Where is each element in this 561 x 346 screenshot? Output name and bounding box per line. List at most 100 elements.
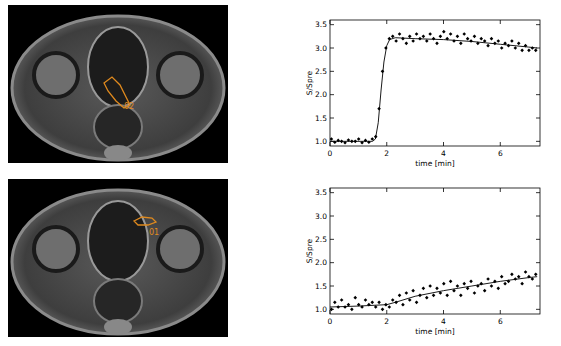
image-background xyxy=(8,5,228,163)
data-point xyxy=(394,39,398,43)
plot-frame xyxy=(330,20,540,146)
data-point xyxy=(459,294,463,298)
x-tick xyxy=(500,188,501,192)
data-point xyxy=(473,291,477,295)
data-point xyxy=(496,287,500,291)
data-point xyxy=(517,275,521,279)
data-point xyxy=(473,35,477,39)
x-tick xyxy=(386,188,387,192)
femoral-head xyxy=(34,53,78,97)
data-point xyxy=(520,282,524,286)
plot-frame xyxy=(330,188,540,314)
y-tick xyxy=(330,48,334,49)
x-tick-label: 0 xyxy=(328,149,333,158)
data-point xyxy=(422,35,426,39)
x-tick-label: 4 xyxy=(441,317,446,326)
data-point xyxy=(449,32,453,36)
y-tick xyxy=(536,286,540,287)
data-point xyxy=(510,39,514,43)
data-point xyxy=(442,282,446,286)
plot-data xyxy=(330,270,538,311)
data-point xyxy=(350,308,354,312)
image-background xyxy=(8,179,228,337)
x-tick xyxy=(443,142,444,146)
data-point xyxy=(466,37,470,41)
data-point xyxy=(486,277,490,281)
plot-data xyxy=(330,30,538,145)
y-tick-label: 2.0 xyxy=(315,90,327,99)
fit-line xyxy=(330,277,537,307)
y-tick xyxy=(536,24,540,25)
data-point xyxy=(391,298,395,302)
data-point xyxy=(435,287,439,291)
y-tick xyxy=(536,71,540,72)
chart: 02461.01.52.02.53.03.5time [min]S/Spre xyxy=(305,188,540,336)
y-tick-label: 1.5 xyxy=(315,282,327,291)
data-point xyxy=(520,49,524,53)
data-point xyxy=(428,284,432,288)
rectum xyxy=(94,279,142,323)
y-axis-label: S/Spre xyxy=(305,70,314,95)
data-point xyxy=(357,137,361,141)
data-point xyxy=(398,32,402,36)
data-point xyxy=(364,298,368,302)
fit-line xyxy=(330,38,537,142)
data-point xyxy=(459,42,463,46)
data-point xyxy=(510,273,514,277)
data-point xyxy=(425,296,429,300)
y-tick-label: 3.5 xyxy=(315,20,327,29)
chart: 02461.01.52.02.53.03.5time [min]S/Spre xyxy=(305,20,540,168)
x-tick xyxy=(386,142,387,146)
data-point xyxy=(483,289,487,293)
x-tick xyxy=(500,20,501,24)
figure: 020102461.01.52.02.53.03.5time [min]S/Sp… xyxy=(0,0,561,346)
roi-outline xyxy=(134,217,156,225)
data-point xyxy=(503,282,507,286)
data-point xyxy=(391,35,395,39)
data-point xyxy=(330,137,333,141)
x-tick-label: 6 xyxy=(498,317,503,326)
data-point xyxy=(435,42,439,46)
data-point xyxy=(370,301,374,305)
data-point xyxy=(405,42,409,46)
sacrum xyxy=(104,319,132,335)
data-point xyxy=(456,284,460,288)
sacrum xyxy=(104,145,132,161)
y-tick-label: 2.0 xyxy=(315,258,327,267)
data-point xyxy=(500,275,504,279)
body xyxy=(12,16,224,160)
x-tick xyxy=(443,20,444,24)
y-tick xyxy=(536,262,540,263)
bladder xyxy=(88,27,148,107)
x-tick xyxy=(500,310,501,314)
data-point xyxy=(401,37,405,41)
y-tick-label: 3.0 xyxy=(315,44,327,53)
y-tick xyxy=(330,24,334,25)
y-tick-label: 1.5 xyxy=(315,114,327,123)
femoral-head xyxy=(158,53,202,97)
x-tick-label: 0 xyxy=(328,317,333,326)
data-point xyxy=(524,270,528,274)
data-point xyxy=(408,35,412,39)
y-tick xyxy=(330,192,334,193)
data-point xyxy=(479,37,483,41)
data-point xyxy=(442,30,446,34)
data-point xyxy=(486,44,490,48)
data-point xyxy=(432,37,436,41)
y-tick-label: 1.0 xyxy=(315,137,327,146)
mri-image: 01 xyxy=(8,179,228,337)
y-tick xyxy=(330,71,334,72)
mri-image: 02 xyxy=(8,5,228,163)
data-point xyxy=(374,305,378,309)
y-tick-label: 1.0 xyxy=(315,305,327,314)
y-tick-label: 3.5 xyxy=(315,188,327,197)
x-tick xyxy=(443,310,444,314)
femoral-head xyxy=(34,227,78,271)
y-tick xyxy=(330,118,334,119)
roi-label: 02 xyxy=(124,102,134,111)
data-point xyxy=(405,291,409,295)
y-tick-label: 3.0 xyxy=(315,212,327,221)
data-point xyxy=(439,35,443,39)
y-tick xyxy=(536,141,540,142)
data-point xyxy=(462,32,466,36)
